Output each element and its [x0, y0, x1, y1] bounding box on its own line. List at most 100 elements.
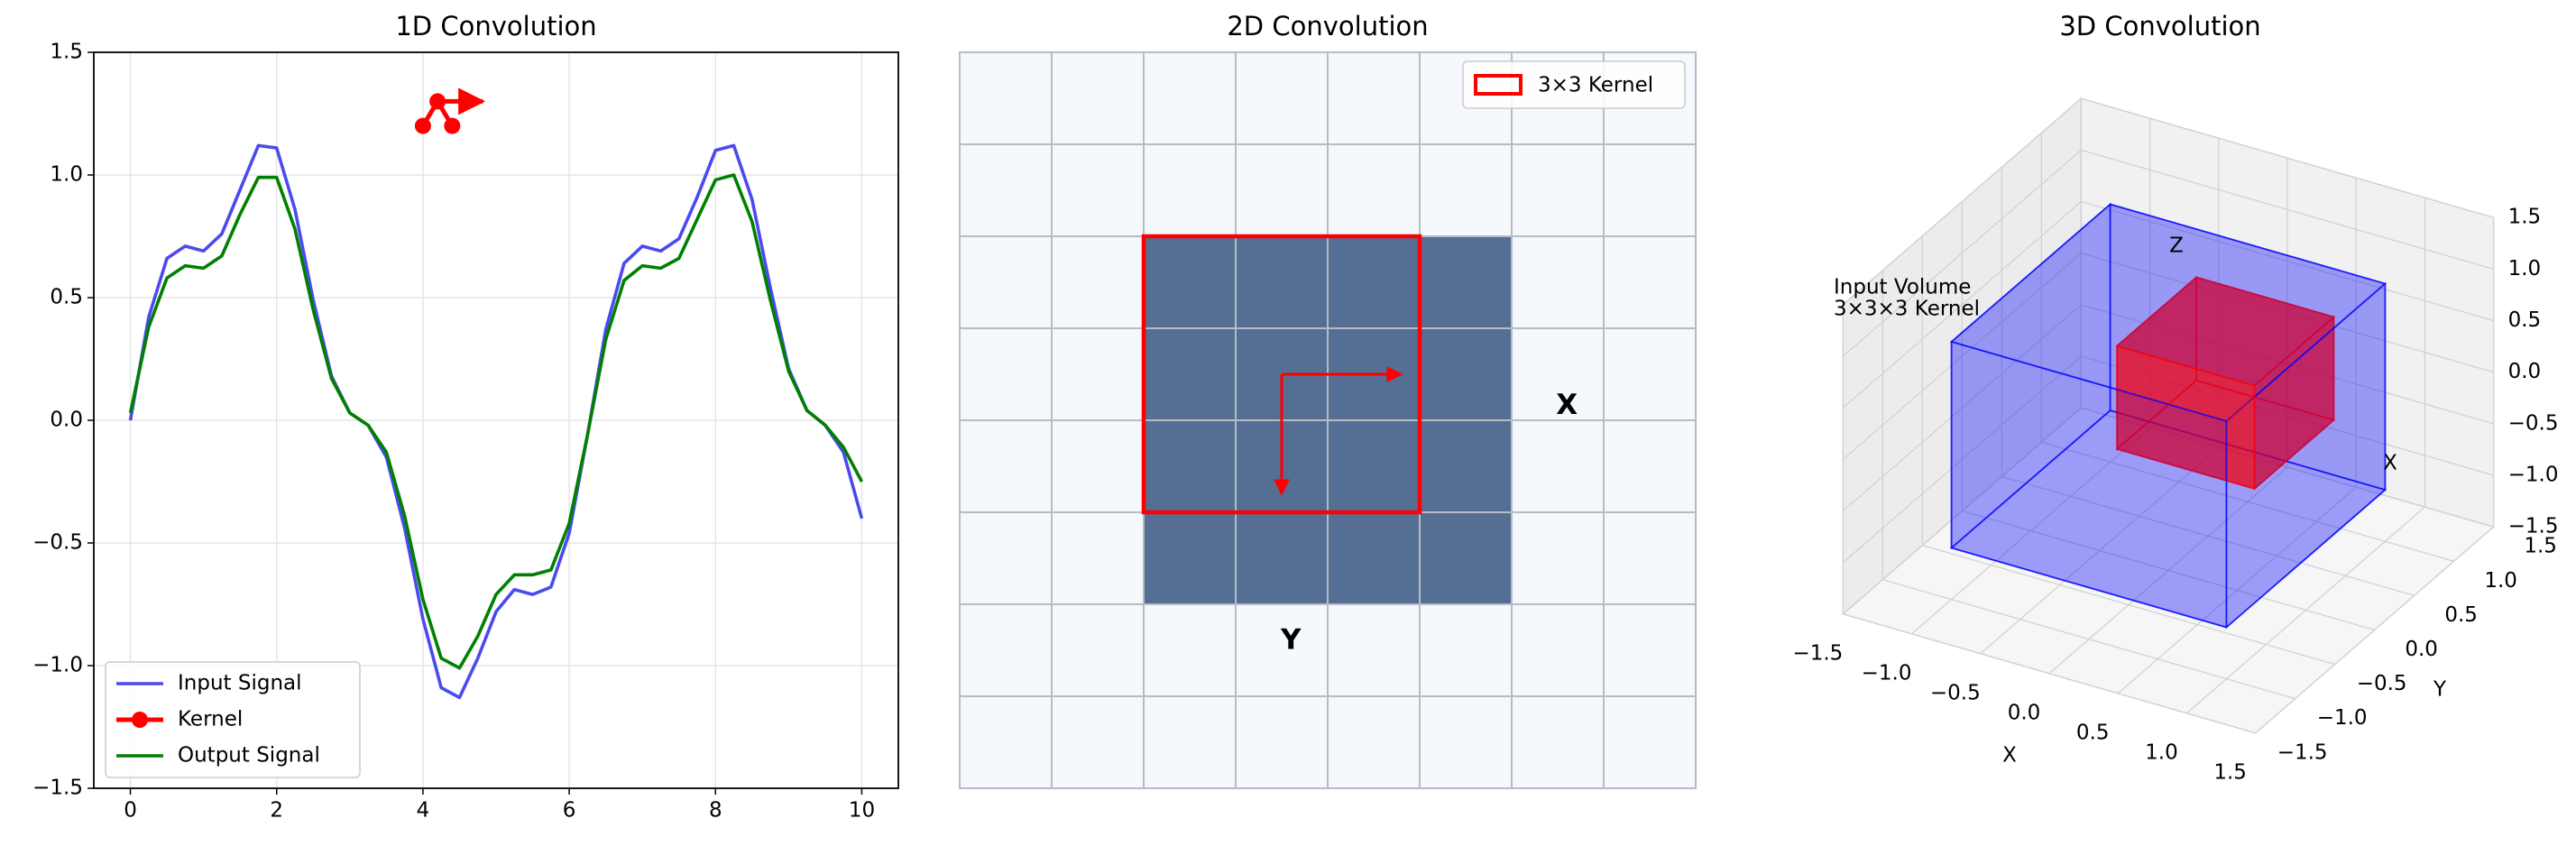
x-tick-label: 8 [709, 799, 722, 823]
y-tick-label: −1.5 [32, 777, 83, 800]
cell [1327, 695, 1421, 789]
series-line [128, 173, 864, 670]
x-tick-label: 0.5 [2076, 721, 2110, 744]
cell [1511, 695, 1605, 789]
grid-line [1842, 149, 2082, 357]
cell [1603, 235, 1697, 329]
chart-title: 2D Convolution [1227, 11, 1428, 41]
cell [1143, 511, 1237, 605]
y-tick-label: −0.5 [32, 531, 83, 555]
y-tick-label: −1.5 [2277, 740, 2328, 764]
y-tick-label: 0.0 [50, 409, 83, 432]
cell [1235, 511, 1329, 605]
cell [1327, 511, 1421, 605]
cell [1419, 327, 1513, 421]
kernel-box [1141, 234, 1422, 515]
grid-line [1922, 544, 2335, 666]
cell [1603, 327, 1697, 421]
legend-box [1462, 60, 1686, 109]
volume-face [1950, 340, 2228, 629]
z-tick-label: 0.0 [2508, 360, 2542, 383]
y-tick-label: 1.0 [2484, 569, 2517, 593]
cell [1327, 419, 1421, 513]
y-tick-label: −1.0 [32, 654, 83, 677]
cell [1419, 695, 1513, 789]
cell [959, 511, 1053, 605]
z-tick-label: −1.5 [2508, 515, 2559, 538]
z-tick-label: 0.5 [2508, 308, 2542, 332]
cell [1511, 419, 1605, 513]
cell [959, 327, 1053, 421]
grid-line [2081, 200, 2494, 322]
plot-frame [93, 51, 899, 789]
legend-label: 3×3 Kernel [1538, 74, 1653, 97]
cell [1419, 419, 1513, 513]
grid-line [1962, 510, 2375, 631]
cell [1327, 143, 1421, 237]
cell [959, 603, 1053, 697]
cell [959, 143, 1053, 237]
legend-label: Kernel [178, 708, 243, 731]
kernel-point [414, 117, 431, 134]
grid-line [1842, 97, 2082, 306]
cell [1511, 235, 1605, 329]
cell [1143, 235, 1237, 329]
grid-line [1842, 407, 2082, 615]
x-tick-label: 1.0 [2145, 740, 2178, 764]
y-tick-label: −1.0 [2317, 706, 2368, 730]
cell [1511, 143, 1605, 237]
series-line [128, 143, 864, 700]
x-tick-label: 6 [563, 799, 576, 823]
grid-line [1843, 613, 2256, 734]
cell [1327, 51, 1421, 145]
volume-label: 3×3×3 Kernel [1834, 298, 1980, 321]
cell [959, 419, 1053, 513]
cell [1051, 603, 1145, 697]
y-tick-label: 1.5 [50, 41, 83, 64]
cell [1143, 143, 1237, 237]
cell [1235, 695, 1329, 789]
cell [1603, 603, 1697, 697]
chart-title: 3D Convolution [2059, 11, 2260, 41]
cell [1143, 603, 1237, 697]
y-tick-label: 1.5 [2524, 535, 2557, 558]
chart-title: 1D Convolution [395, 11, 596, 41]
x-tick-label: −0.5 [1930, 681, 1981, 704]
cell [1419, 511, 1513, 605]
x-tick-label: 0 [124, 799, 137, 823]
cell [959, 235, 1053, 329]
x-tick-label: 0.0 [2008, 701, 2041, 724]
cell [1051, 419, 1145, 513]
y-axis-label: Y [2433, 678, 2447, 702]
cell [1051, 143, 1145, 237]
cell [1419, 603, 1513, 697]
cell [1051, 51, 1145, 145]
cell [959, 695, 1053, 789]
grid-line [2081, 149, 2494, 271]
grid-line [1842, 253, 2082, 460]
cell [1511, 603, 1605, 697]
cell [1603, 511, 1697, 605]
legend-swatch [1474, 74, 1523, 96]
cell [1143, 695, 1237, 789]
cell [1511, 327, 1605, 421]
z-tick-label: 1.0 [2508, 257, 2542, 280]
volume-label: Input Volume [1834, 276, 1971, 299]
grid-line [2041, 441, 2454, 562]
grid-line [1842, 201, 2082, 409]
x-tick-label: 4 [417, 799, 430, 823]
grid-line [1842, 355, 2082, 564]
y-tick-label: 0.5 [50, 286, 83, 309]
legend-marker [132, 712, 148, 728]
grid-line [2081, 97, 2494, 218]
cell [1603, 143, 1697, 237]
cell [1051, 327, 1145, 421]
cell [1235, 235, 1329, 329]
z-tick-label: 1.5 [2508, 206, 2542, 229]
cell [1143, 51, 1237, 145]
x-tick-label: −1.5 [1792, 641, 1843, 665]
y-tick-label: 0.0 [2405, 638, 2438, 661]
cell [959, 51, 1053, 145]
